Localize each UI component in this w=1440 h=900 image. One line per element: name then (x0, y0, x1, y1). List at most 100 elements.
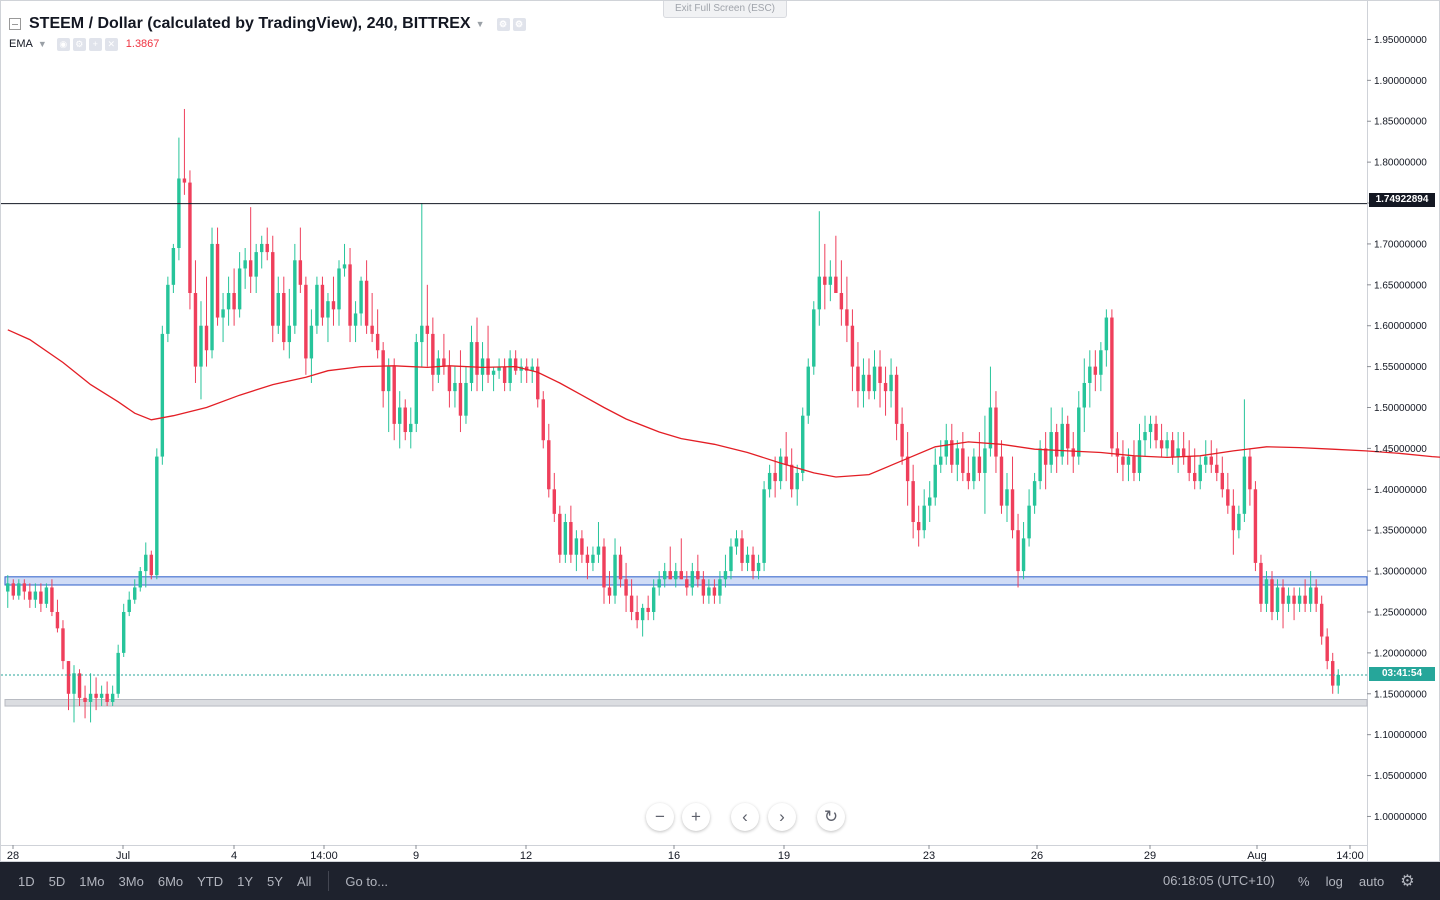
candle-body (55, 611, 60, 629)
timeframe-6mo[interactable]: 6Mo (157, 873, 184, 889)
timeframe-1mo[interactable]: 1Mo (79, 873, 105, 889)
candle-body (1159, 440, 1164, 449)
candle (778, 448, 783, 490)
candle (364, 260, 369, 334)
candle (475, 317, 479, 392)
candle-body (1314, 587, 1318, 604)
log-scale-button[interactable]: log (1325, 873, 1343, 889)
candle-body (729, 546, 733, 572)
candle-body (591, 554, 595, 563)
candle (1005, 472, 1009, 523)
price-chart[interactable]: 1.95000000 1.90000000 1.85000000 1.80000000… (1, 1, 1440, 863)
candle (1010, 456, 1015, 539)
goto-button[interactable]: Go to... (345, 873, 389, 889)
candle-body (679, 571, 683, 580)
candle-body (778, 456, 783, 482)
gear-icon[interactable]: ⚙ (512, 17, 526, 31)
candle (1115, 432, 1120, 473)
candle (1264, 571, 1269, 612)
reset-icon[interactable]: ↻ (817, 803, 845, 831)
candle-body (77, 673, 82, 698)
candle-body (894, 374, 899, 424)
eye-icon[interactable]: ◉ (56, 37, 70, 51)
candle-body (375, 333, 380, 351)
candle (1126, 448, 1131, 482)
candle-body (751, 554, 755, 572)
candle (497, 358, 501, 379)
candle-body (806, 366, 810, 416)
gear-icon[interactable]: ⚙ (1400, 873, 1415, 890)
candle (210, 227, 214, 359)
candle (287, 288, 292, 359)
candle (1082, 358, 1087, 433)
minus-icon[interactable]: − (646, 803, 674, 831)
chevron-down-icon[interactable]: ▼ (475, 19, 485, 29)
timeframe-1y[interactable]: 1Y (237, 873, 254, 889)
candle-body (939, 456, 943, 465)
candle (17, 579, 21, 600)
candle (563, 513, 568, 563)
candle-body (193, 293, 198, 367)
auto-scale-button[interactable]: auto (1358, 873, 1385, 889)
timeframe-5y[interactable]: 5Y (267, 873, 283, 889)
candle-body (1165, 440, 1169, 449)
timeframe-all[interactable]: All (296, 873, 312, 889)
gear-icon[interactable]: ⚙ (72, 37, 86, 51)
close-icon[interactable]: ✕ (104, 37, 118, 51)
chart-area[interactable]: 1.95000000 1.90000000 1.85000000 1.80000000… (0, 0, 1440, 863)
candle (789, 448, 794, 498)
collapse-icon[interactable] (9, 18, 21, 30)
candle-body (182, 178, 187, 183)
candle-body (1132, 456, 1136, 473)
candle-body (762, 489, 766, 563)
candle-body (1038, 448, 1042, 482)
y-tick-label: 1.85000000 (1374, 117, 1427, 128)
candle-body (6, 583, 10, 592)
candle (309, 309, 314, 383)
candle (1060, 407, 1064, 465)
candle (1176, 432, 1180, 473)
chevron-down-icon[interactable]: ▼ (37, 39, 47, 49)
candle (39, 583, 43, 612)
percent-scale-button[interactable]: % (1298, 873, 1310, 889)
timeframe-5d[interactable]: 5D (48, 873, 66, 889)
indicator-name[interactable]: EMA (9, 38, 33, 50)
candle (337, 260, 341, 326)
candle-body (1176, 448, 1180, 457)
candle-body (359, 280, 363, 314)
timeframe-ytd[interactable]: YTD (197, 873, 224, 889)
clock[interactable]: 06:18:05 (UTC+10) (1163, 873, 1275, 888)
candle-body (624, 579, 628, 596)
candle-body (282, 293, 286, 343)
candle (1054, 423, 1059, 473)
candle (961, 432, 965, 482)
candle (1093, 350, 1098, 392)
candle (547, 423, 551, 498)
plus-icon[interactable]: + (682, 803, 710, 831)
candle-body (1043, 448, 1048, 465)
candle (1209, 440, 1213, 473)
candle (613, 538, 617, 604)
candle-body (712, 587, 717, 596)
timeframe-1d[interactable]: 1D (18, 873, 35, 889)
candle-body (293, 260, 297, 326)
candle-body (11, 583, 15, 596)
chart-header: STEEM / Dollar (calculated by TradingVie… (9, 13, 526, 35)
candle (271, 235, 275, 343)
candle (1275, 579, 1280, 621)
candle-body (28, 591, 32, 600)
chevron-left-icon[interactable]: ‹ (731, 803, 759, 831)
candle (138, 567, 142, 592)
exit-fullscreen-button[interactable]: Exit Full Screen (ESC) (663, 1, 787, 18)
timeframe-3mo[interactable]: 3Mo (118, 873, 144, 889)
candle (596, 522, 601, 563)
chevron-right-icon[interactable]: › (768, 803, 796, 831)
candle-body (1308, 587, 1313, 604)
x-tick-label: 29 (1144, 850, 1156, 862)
candle (861, 358, 866, 408)
settings-icon[interactable]: ⚙ (496, 17, 510, 31)
plus-icon[interactable]: + (88, 37, 102, 51)
candle-body (99, 693, 104, 698)
lower-zone[interactable] (4, 699, 1368, 707)
candle-body (856, 366, 860, 392)
